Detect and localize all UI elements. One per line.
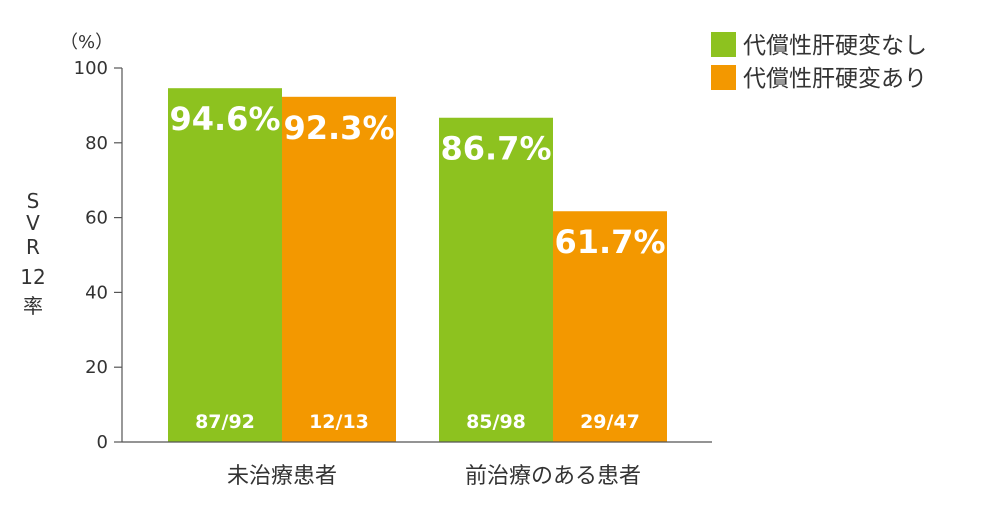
bar-value-label: 92.3% — [283, 109, 394, 147]
y-axis: 0 20 40 60 80 100 — [74, 58, 123, 453]
bar — [553, 211, 667, 442]
y-axis-label-char: S — [27, 189, 40, 213]
bar-count-label: 87/92 — [195, 411, 255, 433]
y-axis-label-char: 12 — [20, 265, 45, 289]
bar — [282, 96, 396, 442]
bar-count-label: 85/98 — [466, 411, 526, 433]
bar-count-label: 29/47 — [580, 411, 640, 433]
y-axis-unit: （%） — [60, 32, 113, 53]
y-tick-label: 100 — [74, 58, 108, 79]
x-axis: 未治療患者 前治療のある患者 — [122, 441, 712, 489]
legend-label: 代償性肝硬変あり — [743, 66, 927, 92]
y-tick-label: 0 — [97, 432, 108, 453]
bar — [168, 88, 282, 443]
legend-swatch — [711, 65, 736, 90]
y-axis-label-char: V — [26, 211, 40, 235]
legend-swatch — [711, 32, 736, 57]
y-tick-label: 20 — [85, 357, 108, 378]
legend-label: 代償性肝硬変なし — [743, 33, 927, 59]
x-category-label: 前治療のある患者 — [465, 464, 641, 489]
bar-value-label: 61.7% — [554, 223, 665, 261]
bars: 94.6% 87/92 92.3% 12/13 86.7% 85/98 61.7% 29/47 — [168, 88, 667, 443]
x-category-label: 未治療患者 — [227, 464, 337, 489]
y-tick-label: 80 — [85, 133, 108, 154]
bar-value-label: 86.7% — [440, 130, 551, 168]
bar-count-label: 12/13 — [309, 411, 369, 433]
y-tick-label: 40 — [85, 282, 108, 303]
y-axis-label-char: R — [26, 235, 40, 259]
bar — [439, 117, 553, 442]
bar-value-label: 94.6% — [169, 100, 280, 138]
y-axis-label: SVR 12 率 — [20, 189, 45, 318]
y-tick-label: 60 — [85, 208, 108, 229]
y-axis-label-char: 率 — [23, 294, 43, 318]
